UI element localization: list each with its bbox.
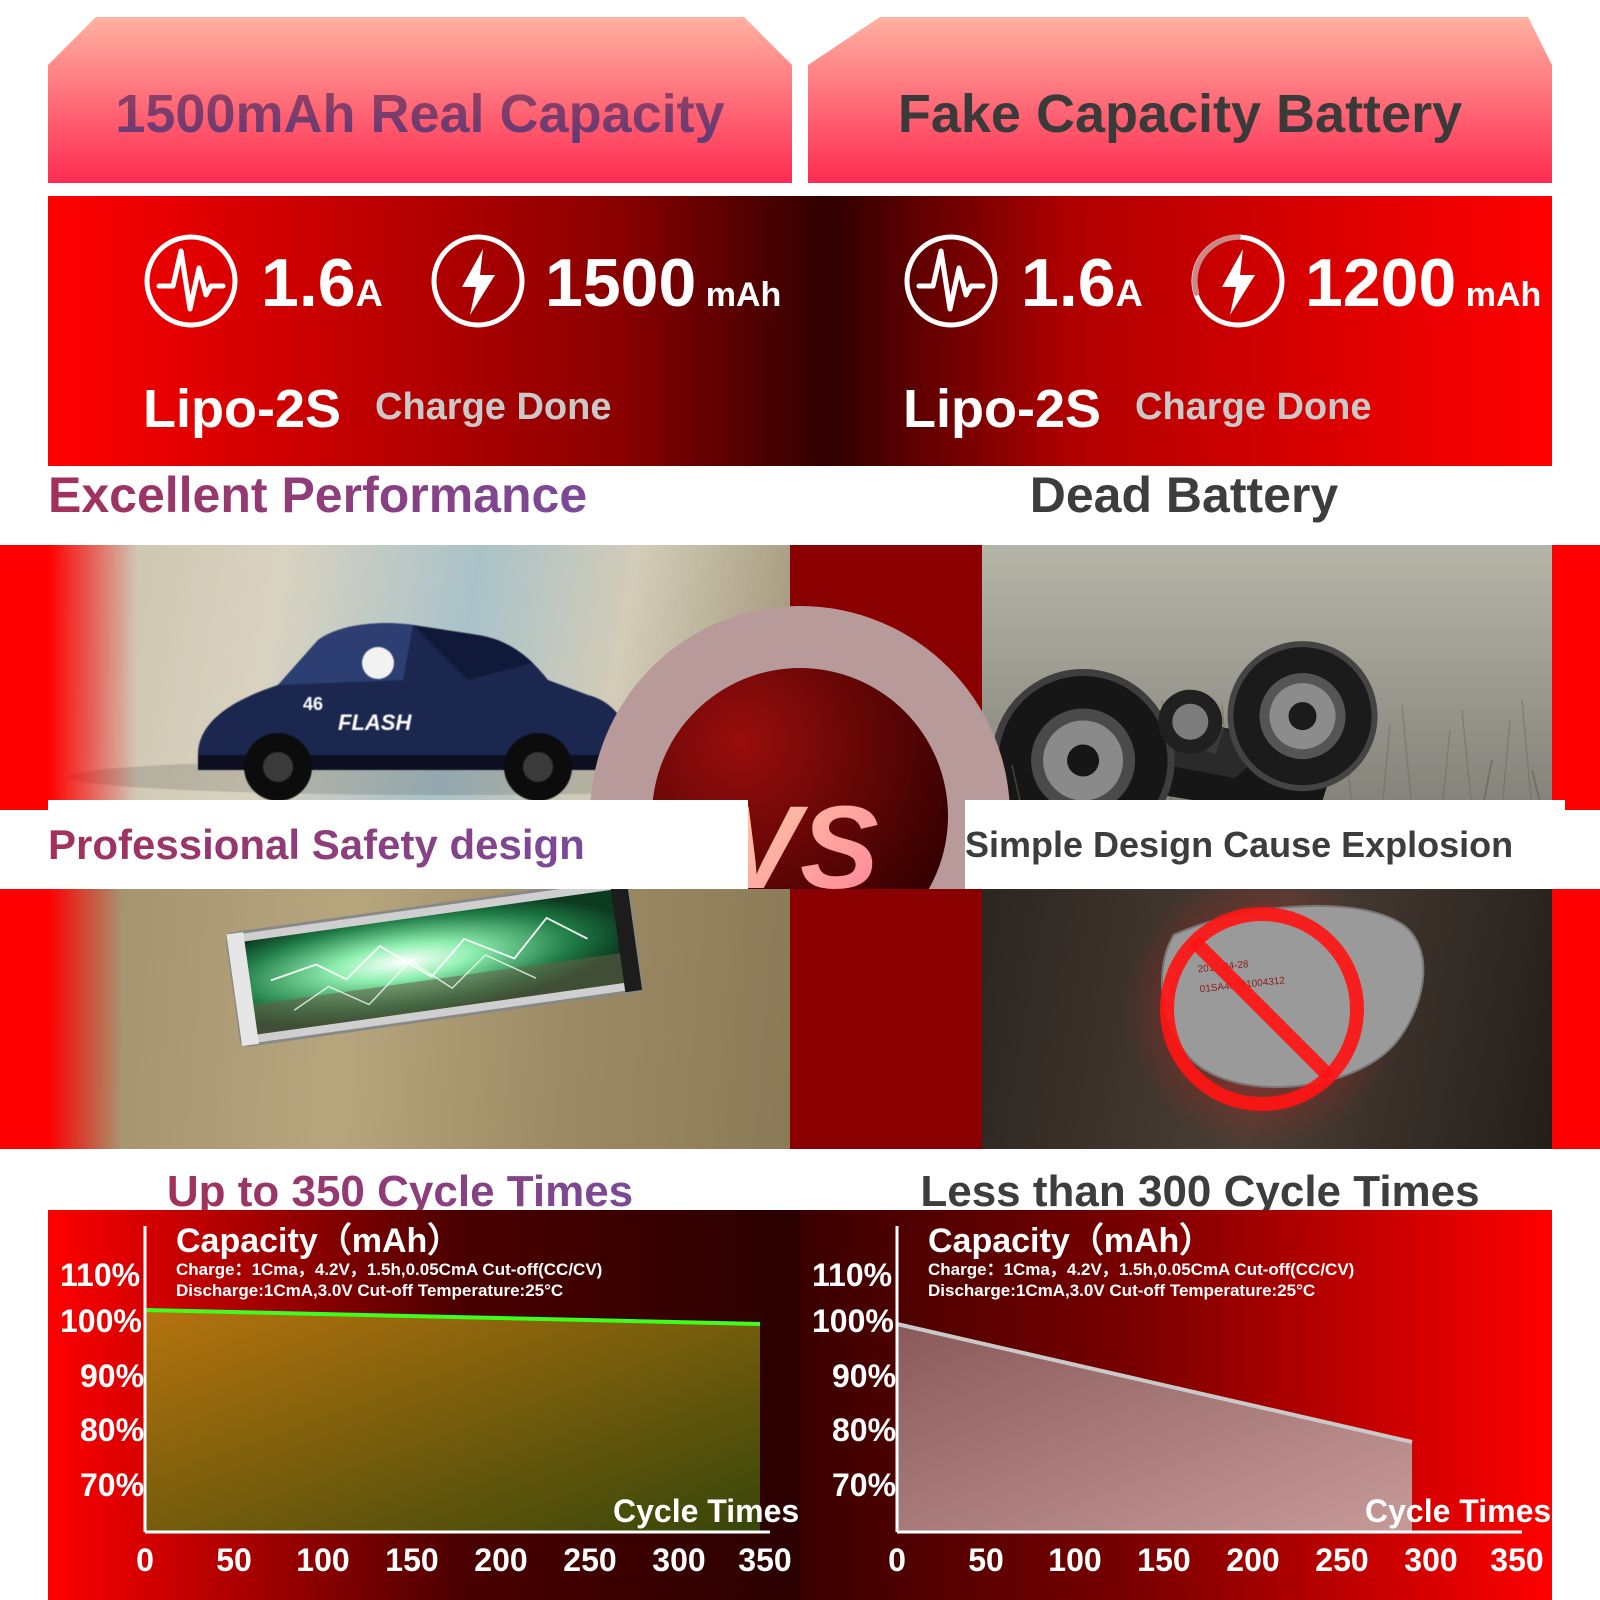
svg-text:80%: 80% <box>832 1412 896 1448</box>
svg-text:110%: 110% <box>812 1257 892 1293</box>
svg-text:100%: 100% <box>812 1303 894 1339</box>
svg-text:50: 50 <box>968 1542 1004 1578</box>
svg-text:Cycle Times: Cycle Times <box>613 1493 799 1529</box>
svg-text:Charge：1Cma，4.2V，1.5h,0.05CmA: Charge：1Cma，4.2V，1.5h,0.05CmA Cut-off(CC… <box>928 1260 1354 1279</box>
svg-text:Capacity（mAh）: Capacity（mAh） <box>176 1221 461 1260</box>
svg-text:Discharge:1CmA,3.0V Cut-off T: Discharge:1CmA,3.0V Cut-off Temperature:… <box>176 1281 563 1300</box>
svg-text:0: 0 <box>888 1542 906 1578</box>
svg-text:250: 250 <box>563 1542 616 1578</box>
svg-text:350: 350 <box>1490 1542 1543 1578</box>
svg-text:Charge：1Cma，4.2V，1.5h,0.05CmA: Charge：1Cma，4.2V，1.5h,0.05CmA Cut-off(CC… <box>176 1260 602 1279</box>
svg-text:110%: 110% <box>60 1257 140 1293</box>
svg-text:90%: 90% <box>832 1358 896 1394</box>
svg-text:300: 300 <box>1404 1542 1457 1578</box>
svg-text:70%: 70% <box>80 1467 144 1503</box>
svg-text:100%: 100% <box>60 1303 142 1339</box>
svg-text:200: 200 <box>474 1542 527 1578</box>
svg-text:0: 0 <box>136 1542 154 1578</box>
svg-text:100: 100 <box>296 1542 349 1578</box>
svg-text:70%: 70% <box>832 1467 896 1503</box>
svg-text:100: 100 <box>1048 1542 1101 1578</box>
svg-text:90%: 90% <box>80 1358 144 1394</box>
svg-text:150: 150 <box>385 1542 438 1578</box>
svg-text:150: 150 <box>1137 1542 1190 1578</box>
svg-text:50: 50 <box>216 1542 252 1578</box>
svg-text:350: 350 <box>738 1542 791 1578</box>
svg-text:200: 200 <box>1226 1542 1279 1578</box>
svg-text:300: 300 <box>652 1542 705 1578</box>
svg-text:Capacity（mAh）: Capacity（mAh） <box>928 1221 1213 1260</box>
svg-text:250: 250 <box>1315 1542 1368 1578</box>
svg-text:80%: 80% <box>80 1412 144 1448</box>
svg-text:Cycle Times: Cycle Times <box>1365 1493 1551 1529</box>
svg-text:Discharge:1CmA,3.0V Cut-off T: Discharge:1CmA,3.0V Cut-off Temperature:… <box>928 1281 1315 1300</box>
